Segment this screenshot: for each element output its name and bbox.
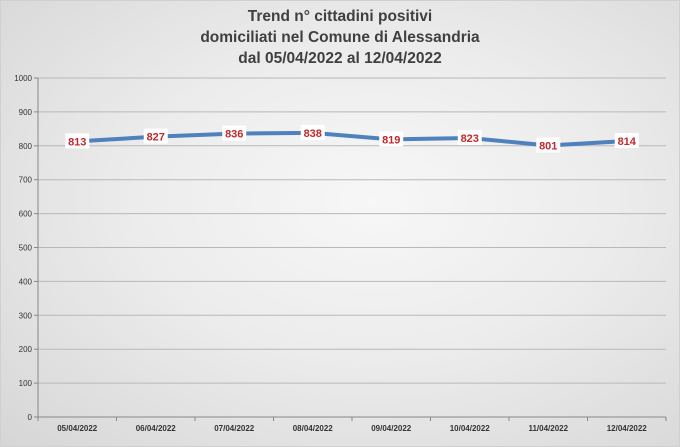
- data-label-box: [222, 125, 247, 141]
- data-label: 819: [382, 134, 400, 146]
- data-label: 838: [304, 128, 322, 140]
- data-label-box: [300, 124, 325, 140]
- x-tick-label: 09/04/2022: [371, 424, 412, 433]
- data-label: 836: [225, 129, 243, 141]
- y-tick-label: 800: [19, 142, 33, 151]
- data-label: 814: [618, 136, 637, 148]
- data-label-box: [457, 130, 482, 146]
- title-line-3: dal 05/04/2022 al 12/04/2022: [238, 50, 442, 67]
- y-tick-label: 700: [19, 176, 33, 185]
- x-tick-label: 10/04/2022: [450, 424, 491, 433]
- x-tick-label: 08/04/2022: [293, 424, 334, 433]
- y-tick-label: 300: [19, 311, 33, 320]
- y-tick-label: 400: [19, 277, 33, 286]
- data-label-box: [143, 128, 168, 144]
- y-tick-label: 600: [19, 210, 33, 219]
- chart-title: Trend n° cittadini positivi domiciliati …: [0, 6, 680, 69]
- y-tick-label: 200: [19, 345, 33, 354]
- data-label-box: [65, 133, 90, 149]
- data-label: 827: [147, 132, 165, 144]
- data-label: 813: [68, 136, 86, 148]
- x-tick-label: 05/04/2022: [57, 424, 98, 433]
- data-label-box: [536, 137, 561, 153]
- series-line: [75, 130, 629, 148]
- title-line-1: Trend n° cittadini positivi: [247, 8, 433, 25]
- x-tick-label: 12/04/2022: [607, 424, 648, 433]
- y-tick-label: 0: [28, 413, 33, 422]
- y-tick-label: 900: [19, 108, 33, 117]
- title-line-2: domiciliati nel Comune di Alessandria: [200, 29, 480, 46]
- y-tick-label: 1000: [14, 74, 32, 83]
- y-tick-label: 500: [19, 244, 33, 253]
- x-tick-label: 11/04/2022: [528, 424, 568, 433]
- x-tick-label: 06/04/2022: [136, 424, 177, 433]
- data-label-box: [614, 133, 639, 149]
- y-tick-label: 100: [19, 379, 33, 388]
- data-label-box: [379, 131, 404, 147]
- x-tick-label: 07/04/2022: [214, 424, 255, 433]
- data-label: 801: [539, 140, 557, 152]
- data-label: 823: [461, 133, 479, 145]
